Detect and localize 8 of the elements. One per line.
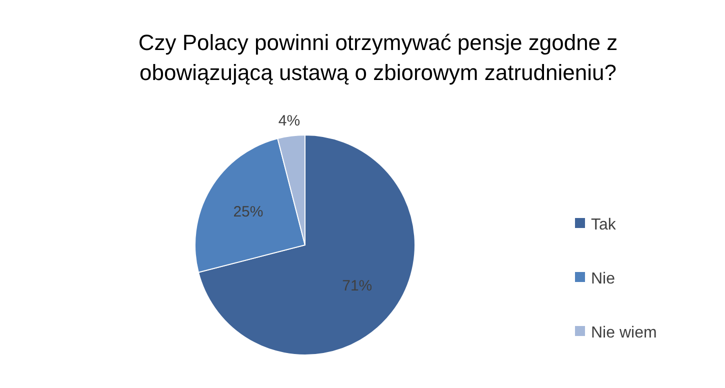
legend-label: Nie — [591, 270, 616, 288]
data-label: 25% — [233, 204, 264, 221]
chart-title: Czy Polacy powinni otrzymywać pensje zgodne z obowiązującą ustawą o zbiorowym zatrudnieniu? — [138, 30, 618, 85]
pie-slice — [198, 134, 416, 356]
data-label: 4% — [278, 112, 300, 130]
legend-label: Nie wiem — [591, 324, 657, 342]
data-label: 71% — [342, 278, 372, 295]
legend-label: Tak — [591, 216, 617, 234]
